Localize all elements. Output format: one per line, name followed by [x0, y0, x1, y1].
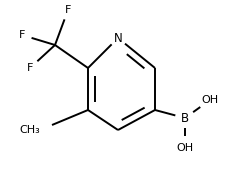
Text: OH: OH — [201, 95, 219, 105]
Text: OH: OH — [176, 143, 194, 153]
Text: N: N — [114, 32, 122, 44]
Text: CH₃: CH₃ — [19, 125, 40, 135]
Text: F: F — [19, 30, 25, 40]
Text: B: B — [181, 111, 189, 124]
Text: F: F — [65, 5, 71, 15]
Text: F: F — [27, 63, 33, 73]
